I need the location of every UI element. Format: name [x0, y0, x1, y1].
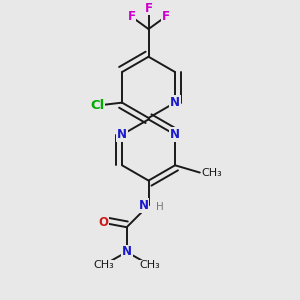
Text: F: F — [128, 10, 136, 23]
Text: CH₃: CH₃ — [93, 260, 114, 270]
Text: N: N — [139, 199, 148, 212]
Text: O: O — [98, 216, 108, 229]
Text: N: N — [122, 245, 132, 259]
Text: CH₃: CH₃ — [201, 168, 222, 178]
Text: F: F — [161, 10, 169, 23]
Text: Cl: Cl — [90, 99, 104, 112]
Text: N: N — [170, 128, 180, 141]
Text: CH₃: CH₃ — [140, 260, 160, 270]
Text: H: H — [156, 202, 164, 212]
Text: N: N — [170, 96, 180, 109]
Text: N: N — [117, 128, 127, 141]
Text: F: F — [145, 2, 152, 15]
